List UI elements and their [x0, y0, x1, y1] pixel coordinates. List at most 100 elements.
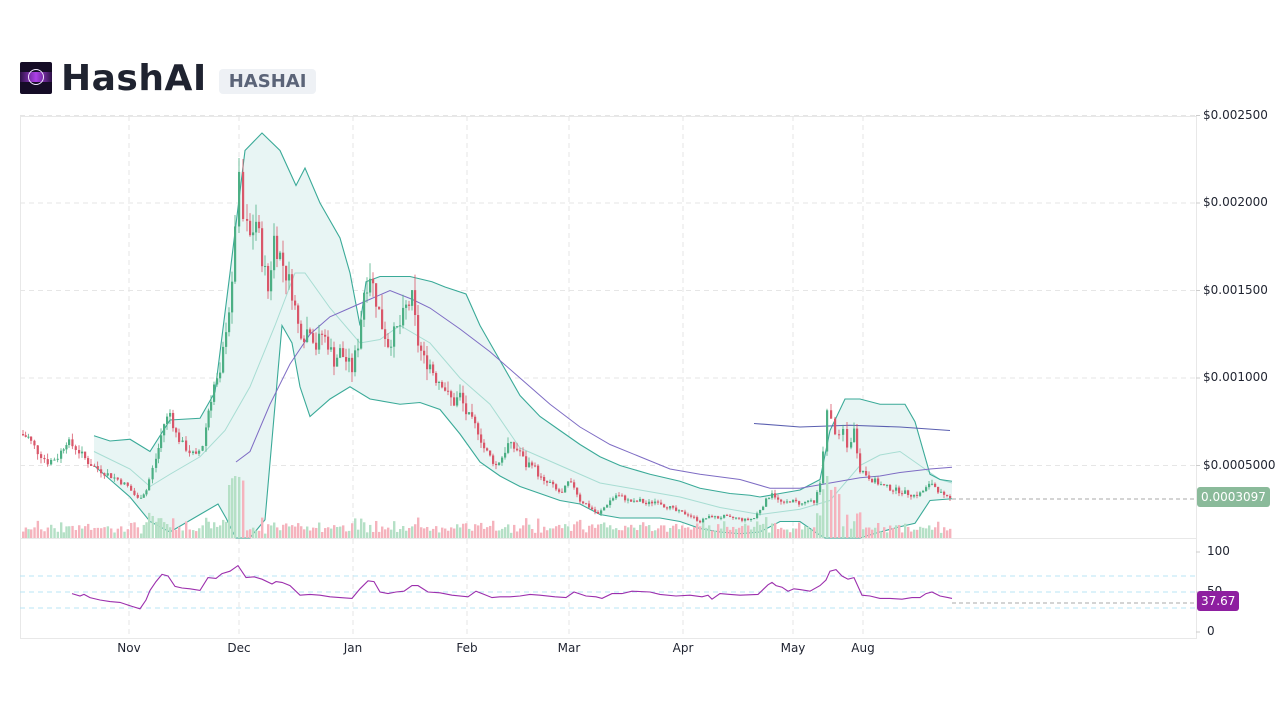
volume-bar — [369, 524, 372, 538]
price-axis-label: $0.002500 — [1203, 107, 1268, 122]
candle-body — [606, 505, 609, 508]
candle-body — [192, 451, 195, 454]
volume-bar — [62, 532, 66, 538]
volume-bar — [645, 526, 648, 538]
volume-bar — [919, 526, 922, 538]
candle-body — [627, 499, 630, 501]
volume-bar — [133, 522, 136, 538]
volume-bar — [904, 523, 907, 538]
volume-bar — [666, 531, 669, 538]
candle-body — [261, 228, 264, 267]
volume-bar — [24, 527, 28, 538]
candle-body — [937, 486, 940, 493]
volume-bar — [219, 525, 222, 538]
candle-body — [675, 507, 678, 511]
volume-bar — [816, 513, 819, 538]
candle-body — [53, 459, 56, 461]
volume-bar — [513, 524, 516, 538]
candle-body — [285, 265, 288, 281]
volume-bar — [786, 529, 789, 538]
moving-average-line — [235, 289, 953, 489]
volume-bar — [798, 522, 801, 538]
header: HashAI HASHAI — [20, 58, 317, 99]
candle-body — [303, 338, 306, 343]
volume-bar — [804, 525, 807, 538]
volume-bar — [110, 528, 113, 538]
candle-body — [288, 274, 291, 281]
candle-body — [904, 490, 907, 494]
volume-bar — [294, 526, 297, 538]
candle-body — [765, 498, 768, 507]
candle-body — [78, 449, 81, 454]
candle-body — [219, 372, 222, 379]
volume-bar — [714, 530, 717, 538]
volume-bar — [145, 522, 148, 538]
volume-bar — [642, 522, 645, 538]
volume-bar — [456, 524, 459, 538]
volume-bar — [892, 528, 895, 538]
candle-body — [865, 471, 868, 476]
volume-bar — [495, 530, 498, 538]
candle-body — [169, 412, 172, 417]
candle-body — [276, 235, 279, 259]
volume-bar — [90, 529, 93, 538]
candle-body — [342, 348, 345, 358]
candle-body — [354, 350, 357, 373]
volume-bar — [492, 520, 495, 538]
candle-body — [651, 501, 654, 504]
candle-body — [116, 477, 119, 480]
volume-bar — [33, 527, 36, 538]
candle-body — [213, 384, 216, 402]
volume-bar — [627, 527, 630, 538]
volume-bar — [771, 523, 774, 538]
volume-bar — [639, 524, 642, 538]
candle-body — [459, 392, 462, 398]
volume-bar — [157, 518, 160, 538]
candle-body — [24, 435, 27, 437]
candle-body — [801, 503, 804, 505]
candle-body — [336, 357, 339, 367]
volume-bar — [603, 522, 606, 538]
volume-bar — [474, 524, 477, 538]
volume-bar — [402, 526, 405, 538]
volume-bar — [501, 528, 504, 538]
candle-body — [489, 450, 492, 456]
candle-body — [792, 499, 795, 503]
volume-bar — [856, 513, 859, 538]
volume-bar — [630, 524, 633, 538]
candle-body — [928, 483, 931, 488]
time-axis-label: Jan — [343, 641, 363, 655]
candle-body — [798, 501, 801, 505]
candle-body — [603, 507, 606, 511]
volume-bar — [507, 524, 510, 538]
candle-body — [501, 457, 504, 463]
volume-bar — [943, 527, 946, 538]
candle-body — [205, 427, 208, 446]
volume-bar — [738, 527, 741, 538]
volume-bar — [103, 527, 106, 538]
candle-body — [537, 465, 540, 477]
volume-bar — [423, 528, 426, 538]
volume-bar — [925, 528, 928, 538]
volume-bar — [606, 527, 609, 538]
candle-body — [210, 401, 213, 411]
candle-body — [886, 484, 889, 486]
volume-bar — [819, 515, 822, 538]
candle-body — [148, 479, 151, 491]
candle-body — [252, 232, 255, 236]
price-axis-label: $0.002000 — [1203, 195, 1268, 209]
volume-bar — [330, 528, 333, 538]
candle-body — [916, 494, 919, 496]
volume-bar — [465, 523, 468, 538]
volume-bar — [741, 525, 744, 538]
volume-bar — [922, 527, 925, 538]
candle-body — [30, 436, 33, 441]
volume-bar — [450, 527, 453, 538]
time-axis-label: May — [780, 641, 806, 655]
volume-bar — [381, 526, 384, 538]
candle-body — [351, 357, 354, 373]
volume-bar — [417, 517, 420, 538]
volume-bar — [540, 532, 543, 538]
volume-bar — [142, 524, 146, 538]
